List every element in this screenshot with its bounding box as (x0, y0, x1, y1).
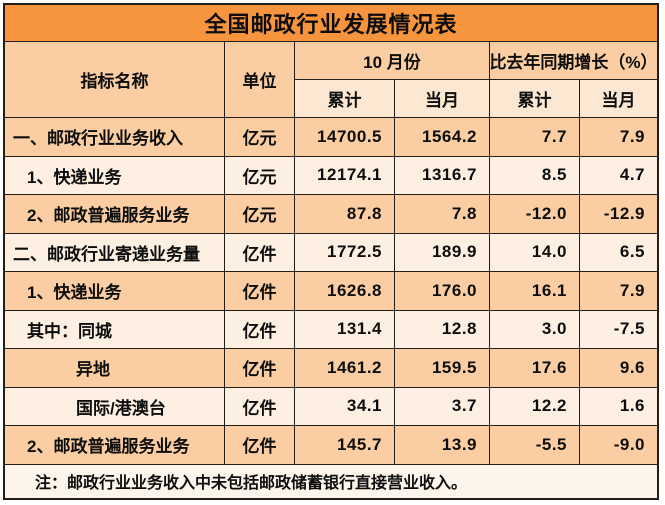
unit-cell: 亿元 (225, 118, 295, 157)
unit-cell: 亿元 (225, 156, 295, 195)
growth-month-cell: 9.6 (580, 349, 657, 388)
oct-cumulative-cell: 1772.5 (295, 233, 395, 272)
indicator-cell: 1、快递业务 (5, 272, 225, 311)
oct-cumulative-cell: 1461.2 (295, 349, 395, 388)
growth-month-cell: -12.9 (580, 195, 657, 234)
indicator-cell: 1、快递业务 (5, 156, 225, 195)
growth-cumulative-cell: 3.0 (490, 310, 580, 349)
unit-cell: 亿件 (225, 233, 295, 272)
growth-cumulative-cell: 16.1 (490, 272, 580, 311)
growth-cumulative-cell: 12.2 (490, 387, 580, 426)
column-header-oct-month: 当月 (395, 80, 490, 118)
table-grid: 全国邮政行业发展情况表 指标名称 单位 10 月份 比去年同期增长（%） 累计 … (5, 5, 657, 498)
unit-cell: 亿件 (225, 387, 295, 426)
growth-cumulative-cell: -5.5 (490, 426, 580, 465)
oct-month-cell: 1316.7 (395, 156, 490, 195)
growth-cumulative-cell: 8.5 (490, 156, 580, 195)
growth-month-cell: -9.0 (580, 426, 657, 465)
column-header-indicator: 指标名称 (5, 42, 225, 118)
table-footnote: 注：邮政行业业务收入中未包括邮政储蓄银行直接营业收入。 (5, 464, 657, 498)
indicator-cell: 异地 (5, 349, 225, 388)
oct-month-cell: 1564.2 (395, 118, 490, 157)
oct-cumulative-cell: 131.4 (295, 310, 395, 349)
column-header-growth-cumulative: 累计 (490, 80, 580, 118)
column-header-unit: 单位 (225, 42, 295, 118)
column-header-oct-cumulative: 累计 (295, 80, 395, 118)
column-group-growth: 比去年同期增长（%） (490, 42, 657, 80)
growth-month-cell: 6.5 (580, 233, 657, 272)
oct-month-cell: 7.8 (395, 195, 490, 234)
oct-cumulative-cell: 87.8 (295, 195, 395, 234)
column-group-october: 10 月份 (295, 42, 490, 80)
oct-month-cell: 189.9 (395, 233, 490, 272)
oct-month-cell: 12.8 (395, 310, 490, 349)
unit-cell: 亿件 (225, 426, 295, 465)
oct-month-cell: 176.0 (395, 272, 490, 311)
indicator-cell: 其中：同城 (5, 310, 225, 349)
growth-month-cell: 7.9 (580, 118, 657, 157)
growth-cumulative-cell: 7.7 (490, 118, 580, 157)
indicator-cell: 2、邮政普遍服务业务 (5, 195, 225, 234)
unit-cell: 亿件 (225, 310, 295, 349)
indicator-cell: 2、邮政普遍服务业务 (5, 426, 225, 465)
unit-cell: 亿元 (225, 195, 295, 234)
oct-month-cell: 159.5 (395, 349, 490, 388)
oct-cumulative-cell: 14700.5 (295, 118, 395, 157)
column-header-growth-month: 当月 (580, 80, 657, 118)
unit-cell: 亿件 (225, 272, 295, 311)
oct-month-cell: 13.9 (395, 426, 490, 465)
oct-cumulative-cell: 12174.1 (295, 156, 395, 195)
indicator-cell: 国际/港澳台 (5, 387, 225, 426)
growth-cumulative-cell: 14.0 (490, 233, 580, 272)
growth-month-cell: -7.5 (580, 310, 657, 349)
oct-cumulative-cell: 145.7 (295, 426, 395, 465)
growth-month-cell: 4.7 (580, 156, 657, 195)
postal-stats-table: 全国邮政行业发展情况表 指标名称 单位 10 月份 比去年同期增长（%） 累计 … (3, 3, 659, 500)
oct-cumulative-cell: 1626.8 (295, 272, 395, 311)
growth-cumulative-cell: 17.6 (490, 349, 580, 388)
indicator-cell: 二、邮政行业寄递业务量 (5, 233, 225, 272)
growth-month-cell: 1.6 (580, 387, 657, 426)
growth-cumulative-cell: -12.0 (490, 195, 580, 234)
unit-cell: 亿件 (225, 349, 295, 388)
growth-month-cell: 7.9 (580, 272, 657, 311)
indicator-cell: 一、邮政行业业务收入 (5, 118, 225, 157)
oct-cumulative-cell: 34.1 (295, 387, 395, 426)
oct-month-cell: 3.7 (395, 387, 490, 426)
table-title: 全国邮政行业发展情况表 (5, 5, 657, 42)
